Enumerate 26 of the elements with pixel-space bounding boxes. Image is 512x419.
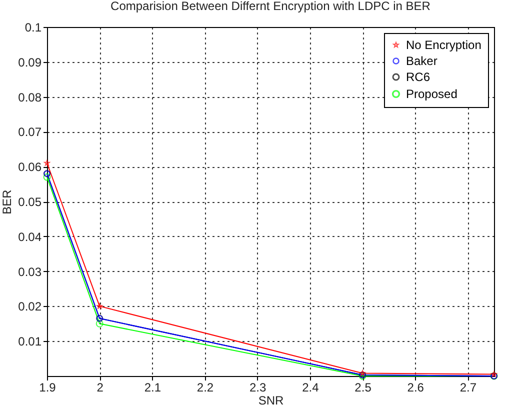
legend-label: No Encryption <box>406 38 482 52</box>
y-tick-label: 0.06 <box>18 160 42 174</box>
legend-label: Proposed <box>406 87 458 101</box>
x-tick-label: 1.9 <box>39 380 56 394</box>
y-tick-label: 0.01 <box>18 334 42 349</box>
x-tick-label: 2.7 <box>460 380 477 394</box>
y-tick-label: 0.08 <box>18 90 42 104</box>
y-tick-label: 0.03 <box>18 264 42 279</box>
x-tick-label: 2.6 <box>407 380 424 394</box>
y-tick-label: 0.05 <box>18 195 42 209</box>
x-tick-label: 2.1 <box>144 380 162 394</box>
legend-label: Baker <box>406 54 438 68</box>
y-tick-label: 0.07 <box>18 125 42 140</box>
x-tick-label: 2 <box>96 380 104 394</box>
x-tick-label: 2.3 <box>250 380 267 394</box>
y-tick-label: 0.09 <box>18 55 42 70</box>
x-tick-label: 2.2 <box>196 380 214 394</box>
y-tick-label: 0.04 <box>18 230 42 244</box>
x-tick-label: 2.5 <box>354 380 372 394</box>
y-tick-label: 0.1 <box>24 20 42 34</box>
y-tick-label: 0.02 <box>18 300 42 314</box>
legend-label: RC6 <box>406 70 430 84</box>
x-tick-label: 2.4 <box>302 380 320 394</box>
y-axis-title: BER <box>0 189 14 214</box>
chart-title: Comparision Between Differnt Encryption with LDPC in BER <box>110 0 431 13</box>
x-axis-title: SNR <box>258 394 284 408</box>
